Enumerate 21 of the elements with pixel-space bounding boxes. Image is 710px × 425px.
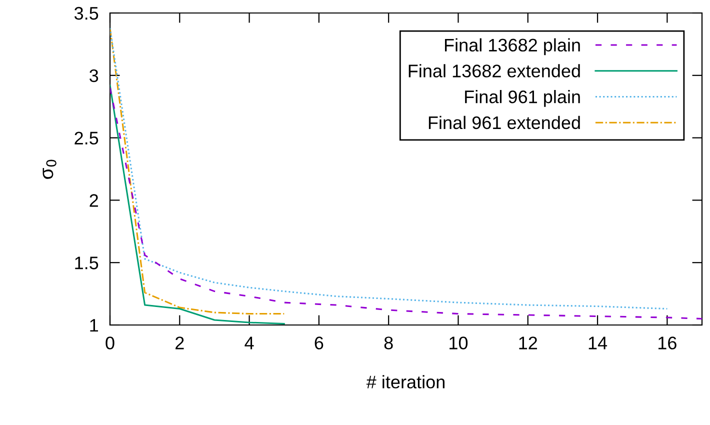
y-tick-label: 2 <box>90 194 98 207</box>
y-tick-label: 3.5 <box>74 6 98 20</box>
y-tick-label: 2.5 <box>74 132 98 145</box>
x-tick-label: 0 <box>106 336 114 350</box>
x-tick-label: 6 <box>314 336 324 350</box>
x-tick-label: 8 <box>384 336 393 350</box>
x-tick-label: 4 <box>244 336 254 350</box>
y-tick-label: 3 <box>90 69 98 82</box>
legend-label: Final 13682 extended <box>408 64 580 78</box>
legend-label: Final 961 extended <box>428 116 580 130</box>
y-tick-label: 1.5 <box>75 256 98 270</box>
x-tick-label: 16 <box>658 336 676 350</box>
y-axis-title: σ$_{0}$ <box>42 160 56 179</box>
x-axis-title: # iteration <box>366 375 444 388</box>
legend-label: Final 13682 plain <box>444 38 580 56</box>
y-tick-label: 1 <box>90 319 98 332</box>
legend-label: Final 961 plain <box>465 90 580 107</box>
x-tick-label: 14 <box>588 336 608 350</box>
x-tick-label: 2 <box>176 336 184 350</box>
x-tick-label: 10 <box>450 336 468 350</box>
x-tick-label: 12 <box>519 336 538 350</box>
